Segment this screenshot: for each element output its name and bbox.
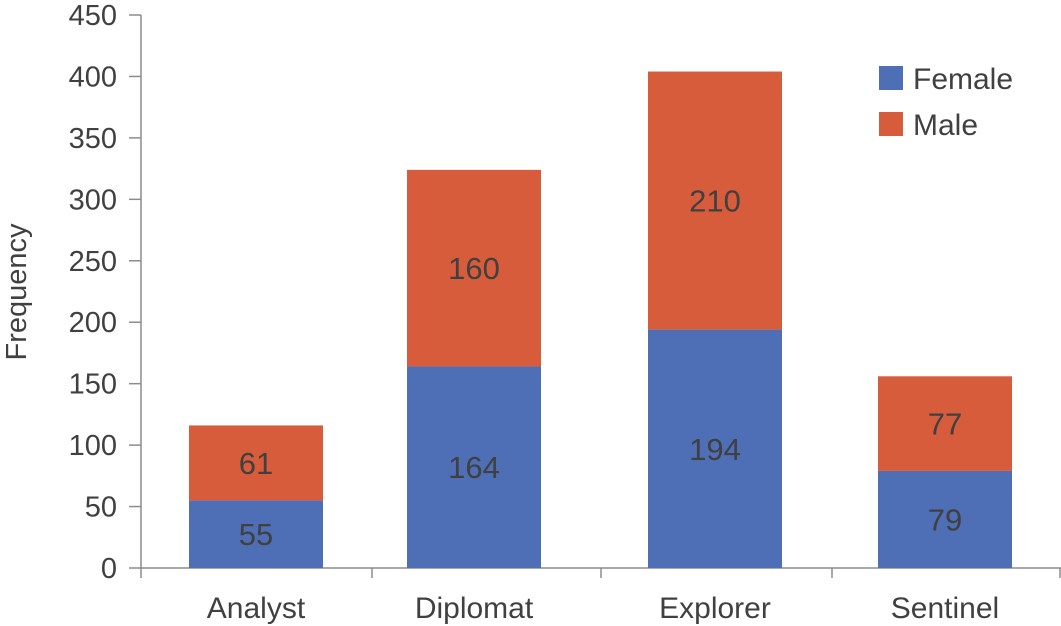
data-labels: 55 61 164 160 194 210 79 77 xyxy=(239,184,962,553)
legend-swatch-female xyxy=(879,66,903,90)
bar-segment-male xyxy=(189,425,323,501)
legend-swatch-male xyxy=(879,112,903,136)
bar-segment-female xyxy=(648,329,782,568)
x-axis: Analyst Diplomat Explorer Sentinel xyxy=(140,567,1061,625)
legend: Female Male xyxy=(879,63,1013,142)
bar-value-label: 194 xyxy=(689,432,741,467)
y-axis: 0 50 100 150 200 250 300 350 400 450 xyxy=(69,0,142,585)
bar-segment-male xyxy=(648,71,782,330)
bar-value-label: 79 xyxy=(928,502,962,537)
y-tick-label: 450 xyxy=(69,0,117,32)
bar-value-label: 55 xyxy=(239,517,273,552)
y-tick-label: 400 xyxy=(69,61,117,93)
x-category-label: Explorer xyxy=(659,592,771,625)
bars xyxy=(189,71,1012,568)
bar-value-label: 160 xyxy=(448,251,500,286)
y-tick-label: 350 xyxy=(69,123,117,155)
x-category-label: Sentinel xyxy=(891,592,999,625)
bar-value-label: 164 xyxy=(448,450,500,485)
y-tick-label: 100 xyxy=(69,430,117,462)
bar-segment-female xyxy=(189,500,323,568)
y-axis-title: Frequency xyxy=(1,223,33,361)
bar-value-label: 210 xyxy=(689,184,741,219)
y-tick-label: 300 xyxy=(69,184,117,216)
bar-segment-male xyxy=(407,169,541,367)
y-tick-label: 250 xyxy=(69,246,117,278)
y-tick-label: 50 xyxy=(85,492,117,524)
bar-value-label: 61 xyxy=(239,446,273,481)
y-tick-label: 200 xyxy=(69,307,117,339)
bar-value-label: 77 xyxy=(928,407,962,442)
bar-segment-female xyxy=(878,470,1012,568)
bar-segment-female xyxy=(407,366,541,568)
x-category-label: Analyst xyxy=(207,592,306,625)
x-category-label: Diplomat xyxy=(415,592,534,625)
bar-segment-male xyxy=(878,376,1012,471)
y-tick-label: 150 xyxy=(69,369,117,401)
y-tick-label: 0 xyxy=(101,553,117,585)
legend-label-female: Female xyxy=(913,63,1013,96)
legend-label-male: Male xyxy=(913,109,978,142)
